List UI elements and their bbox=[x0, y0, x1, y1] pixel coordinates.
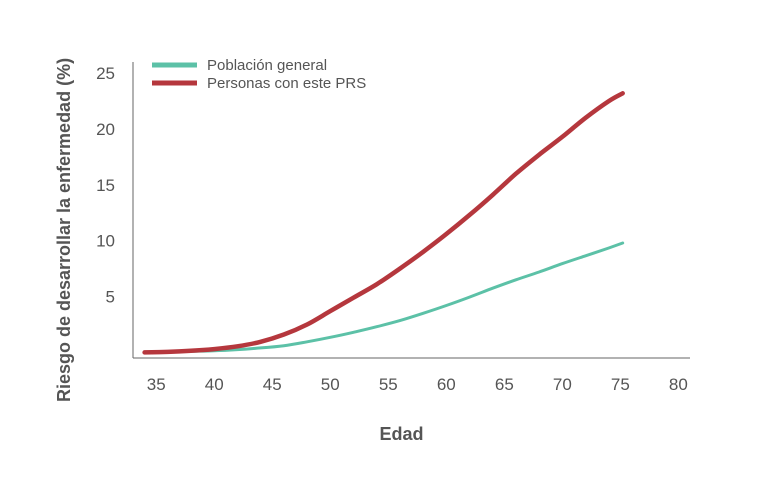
x-tick-label: 65 bbox=[495, 375, 514, 394]
series-lines bbox=[142, 91, 625, 355]
series-line-poblacion-general bbox=[143, 241, 625, 354]
x-tick-label: 40 bbox=[205, 375, 224, 394]
x-tick-label: 80 bbox=[669, 375, 688, 394]
legend-label-personas-con-este-prs: Personas con este PRS bbox=[207, 75, 366, 92]
legend-label-poblacion-general: Población general bbox=[207, 57, 327, 74]
x-tick-labels: 35 40 45 50 55 60 65 70 75 80 bbox=[147, 375, 688, 394]
x-tick-label: 60 bbox=[437, 375, 456, 394]
x-tick-label: 35 bbox=[147, 375, 166, 394]
x-tick-label: 75 bbox=[611, 375, 630, 394]
y-tick-label: 20 bbox=[96, 120, 115, 139]
y-tick-label: 25 bbox=[96, 64, 115, 83]
x-tick-label: 70 bbox=[553, 375, 572, 394]
x-tick-label: 50 bbox=[321, 375, 340, 394]
y-axis-title: Riesgo de desarrollar la enfermedad (%) bbox=[54, 58, 74, 402]
x-axis-title: Edad bbox=[379, 424, 423, 444]
legend: Población general Personas con este PRS bbox=[152, 57, 366, 92]
y-tick-label: 5 bbox=[106, 288, 115, 307]
series-line-personas-con-este-prs bbox=[142, 91, 625, 355]
axes bbox=[132, 62, 690, 359]
y-tick-labels: 5 10 15 20 25 bbox=[96, 64, 115, 306]
y-tick-label: 10 bbox=[96, 232, 115, 251]
x-tick-label: 55 bbox=[379, 375, 398, 394]
x-tick-label: 45 bbox=[263, 375, 282, 394]
y-tick-label: 15 bbox=[96, 176, 115, 195]
